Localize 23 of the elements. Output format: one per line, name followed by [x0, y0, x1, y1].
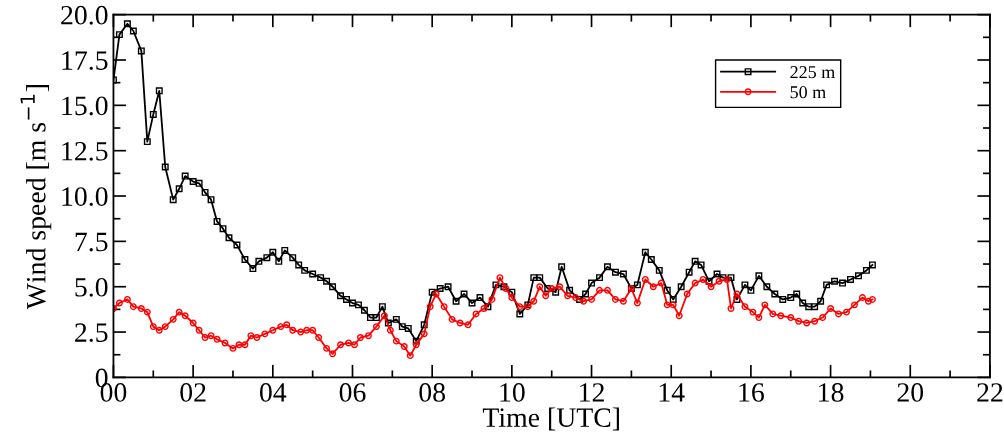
legend-label: 225 m: [790, 66, 835, 79]
x-tick-label: 16: [739, 383, 764, 402]
x-tick-label: 22: [977, 383, 1003, 402]
y-tick-label: 20.0: [61, 5, 108, 25]
y-tick-label: 2.5: [75, 323, 108, 343]
y-tick-label: 10.0: [62, 187, 108, 207]
y-tick-label: 12.5: [62, 141, 108, 161]
x-tick-label: 20: [897, 383, 924, 402]
y-tick-label: 5.0: [75, 277, 108, 297]
legend-label: 50 m: [790, 86, 826, 99]
y-tick-label: 17.5: [62, 51, 108, 71]
x-tick-label: 14: [659, 383, 685, 402]
y-tick-label: 7.5: [75, 232, 108, 252]
x-tick-label: 10: [500, 383, 525, 402]
x-tick-label: 18: [819, 383, 844, 402]
x-tick-label: 02: [180, 383, 206, 402]
x-tick-label: 12: [580, 383, 604, 402]
x-axis-title: Time [UTC]: [482, 407, 619, 431]
y-axis-title: Wind speed [m s$^{−1}$]: [20, 85, 52, 310]
x-tick-label: 08: [419, 383, 446, 402]
y-tick-label: 15.0: [62, 96, 108, 116]
x-tick-label: 04: [259, 383, 287, 402]
x-tick-label: 06: [339, 383, 366, 402]
